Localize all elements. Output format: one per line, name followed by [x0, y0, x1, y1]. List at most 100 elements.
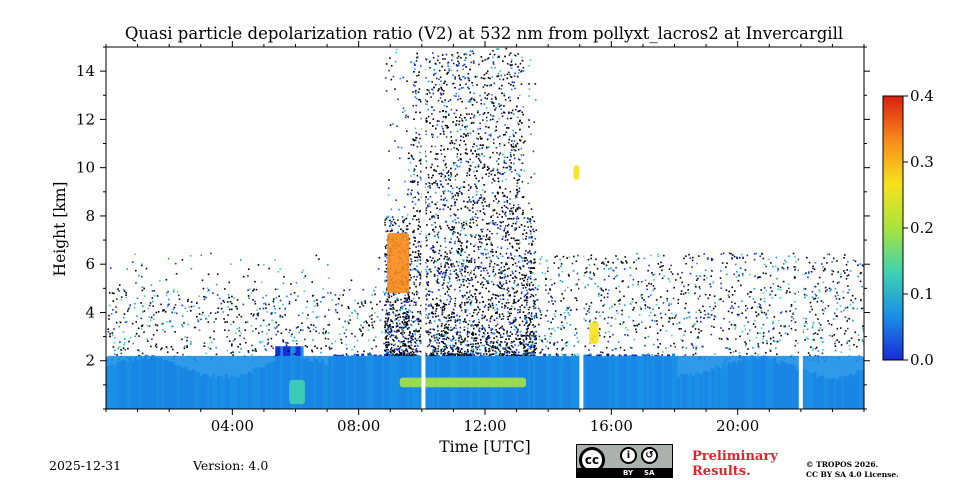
noise-dot [508, 202, 511, 205]
noise-dot [776, 353, 778, 356]
noise-dot [119, 321, 122, 324]
noise-dot [492, 115, 495, 117]
noise-dot [467, 77, 470, 80]
noise-dot [759, 332, 761, 335]
noise-dot [770, 262, 772, 264]
noise-dot [812, 333, 815, 335]
noise-dot [657, 253, 659, 256]
noise-dot [637, 257, 640, 260]
noise-dot [565, 344, 568, 347]
noise-dot [756, 306, 759, 308]
noise-dot [457, 149, 460, 151]
noise-dot [532, 240, 534, 243]
noise-dot [528, 88, 531, 90]
noise-dot [539, 338, 541, 341]
noise-dot [174, 304, 177, 306]
noise-dot [505, 349, 508, 352]
noise-dot [644, 300, 647, 303]
noise-dot [526, 263, 528, 265]
noise-dot [553, 282, 556, 285]
noise-dot [814, 293, 817, 296]
noise-dot [439, 149, 442, 152]
noise-dot [230, 323, 232, 326]
noise-dot [674, 346, 677, 348]
noise-dot [623, 268, 626, 270]
noise-dot [699, 287, 701, 290]
noise-dot [698, 295, 701, 297]
noise-dot [802, 329, 805, 332]
noise-dot [477, 266, 480, 268]
noise-dot [588, 305, 591, 308]
noise-dot [584, 285, 587, 288]
noise-dot [553, 262, 556, 264]
noise-dot [387, 187, 390, 190]
noise-dot [452, 344, 454, 347]
noise-dot [118, 325, 121, 328]
noise-dot [406, 353, 408, 355]
noise-dot [431, 216, 433, 219]
noise-dot [434, 158, 437, 160]
noise-dot [556, 348, 559, 350]
noise-dot [728, 296, 731, 298]
noise-dot [851, 294, 854, 297]
noise-dot [725, 289, 728, 291]
noise-dot [437, 99, 440, 102]
noise-dot [651, 272, 653, 274]
noise-dot [750, 291, 753, 293]
noise-dot [812, 321, 815, 324]
noise-dot [831, 273, 833, 276]
noise-dot [759, 304, 762, 306]
noise-dot [595, 311, 598, 313]
noise-dot [807, 276, 809, 279]
noise-dot [568, 306, 571, 308]
noise-dot [449, 179, 452, 182]
noise-dot [827, 320, 829, 322]
noise-dot [459, 252, 461, 254]
noise-dot [450, 353, 452, 356]
noise-dot [213, 338, 215, 340]
noise-dot [763, 300, 766, 303]
noise-dot [707, 312, 709, 315]
noise-dot [791, 316, 793, 318]
noise-dot [573, 353, 576, 356]
noise-dot [844, 330, 847, 332]
noise-dot [585, 267, 588, 269]
noise-dot [846, 306, 849, 309]
noise-dot [748, 329, 751, 332]
noise-dot [408, 304, 411, 307]
noise-dot [397, 98, 399, 101]
noise-dot [526, 299, 529, 302]
noise-dot [478, 345, 481, 347]
noise-dot [331, 342, 333, 345]
noise-dot [599, 334, 601, 337]
noise-dot [755, 336, 758, 339]
noise-dot [454, 341, 457, 344]
noise-dot [649, 311, 652, 314]
noise-dot [419, 275, 422, 277]
noise-dot [541, 340, 543, 342]
noise-dot [821, 329, 824, 331]
noise-dot [240, 348, 242, 350]
noise-dot [603, 296, 606, 299]
noise-dot [762, 332, 765, 334]
noise-dot [762, 257, 765, 260]
noise-dot [737, 314, 740, 317]
noise-dot [441, 308, 443, 311]
noise-dot [576, 337, 578, 339]
noise-dot [769, 293, 771, 296]
noise-dot [615, 266, 617, 269]
noise-dot [136, 297, 139, 300]
noise-dot [152, 333, 155, 336]
noise-dot [506, 230, 509, 233]
noise-dot [651, 353, 654, 356]
noise-dot [472, 204, 474, 206]
noise-dot [630, 346, 632, 349]
noise-dot [835, 297, 838, 300]
noise-dot [438, 83, 441, 86]
noise-dot [586, 310, 589, 312]
noise-dot [436, 136, 439, 138]
noise-dot [545, 345, 547, 348]
noise-dot [808, 272, 810, 275]
noise-dot [718, 299, 720, 301]
noise-dot [514, 301, 516, 304]
